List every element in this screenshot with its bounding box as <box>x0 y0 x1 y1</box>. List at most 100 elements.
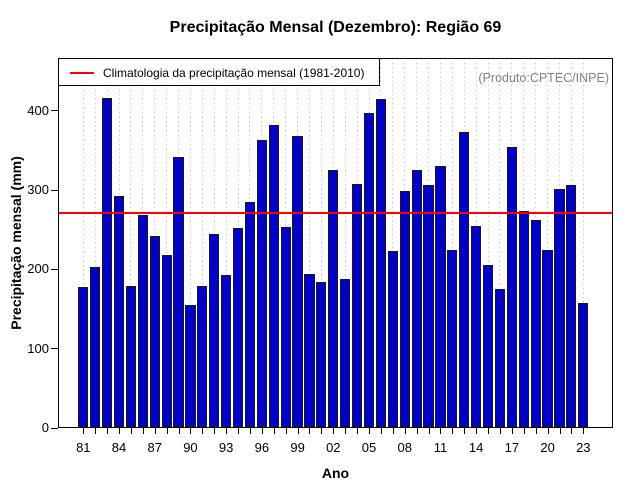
x-tick-1997 <box>273 428 275 434</box>
x-tick-2017 <box>511 428 513 434</box>
bar-2011 <box>435 165 446 428</box>
x-tick-label-1987: 87 <box>147 440 162 455</box>
legend-red-line-sample <box>70 72 94 74</box>
y-tick-label-0: 0 <box>41 420 49 435</box>
y-tick-100 <box>51 348 58 350</box>
x-tick-1988 <box>166 428 168 434</box>
x-tick-label-1990: 90 <box>183 440 198 455</box>
x-tick-1992 <box>214 428 216 434</box>
x-tick-2010 <box>428 428 430 434</box>
climatology-line <box>58 211 613 214</box>
bar-1983 <box>102 98 113 428</box>
bar-1998 <box>280 226 291 428</box>
y-tick-200 <box>51 268 58 270</box>
gridline-2023 <box>582 58 584 428</box>
x-tick-1996 <box>261 428 263 434</box>
x-tick-label-2014: 14 <box>468 440 484 455</box>
bar-1991 <box>197 285 208 428</box>
bar-2009 <box>411 169 422 428</box>
bar-2015 <box>482 264 494 428</box>
x-tick-2004 <box>357 428 359 434</box>
bar-2018 <box>518 211 529 428</box>
bar-2022 <box>566 184 577 428</box>
x-tick-2018 <box>523 428 525 434</box>
x-tick-2007 <box>392 428 394 434</box>
x-tick-2019 <box>535 428 537 434</box>
x-tick-1995 <box>249 428 251 434</box>
x-tick-1994 <box>238 428 240 434</box>
y-tick-400 <box>51 110 58 112</box>
y-tick-300 <box>51 189 58 191</box>
bar-2019 <box>530 219 541 428</box>
x-tick-1989 <box>178 428 180 434</box>
gridline-1981 <box>82 58 84 428</box>
bar-1984 <box>113 195 125 428</box>
gridline-1991 <box>201 58 203 428</box>
bar-2007 <box>387 250 398 428</box>
x-tick-1983 <box>107 428 109 434</box>
x-tick-label-2017: 17 <box>504 440 520 455</box>
x-tick-label-2008: 08 <box>397 440 412 455</box>
bar-1997 <box>268 124 279 428</box>
bar-2012 <box>447 249 458 428</box>
x-tick-1991 <box>202 428 204 434</box>
bar-1981 <box>78 287 89 428</box>
gridline-1993 <box>225 58 227 428</box>
bar-1987 <box>149 235 160 428</box>
x-tick-1982 <box>95 428 97 434</box>
y-tick-0 <box>51 427 58 429</box>
bar-2008 <box>399 191 410 428</box>
bar-2010 <box>423 184 434 428</box>
bar-2017 <box>506 146 517 428</box>
x-tick-1985 <box>130 428 132 434</box>
gridline-2015 <box>487 58 489 428</box>
x-tick-2012 <box>452 428 454 434</box>
y-tick-label-400: 400 <box>27 102 49 118</box>
x-tick-2006 <box>380 428 382 434</box>
x-tick-2020 <box>547 428 549 434</box>
bar-1990 <box>185 304 196 428</box>
x-tick-2022 <box>571 428 573 434</box>
bar-2004 <box>352 184 363 428</box>
x-tick-2011 <box>440 428 442 434</box>
bar-1996 <box>256 139 267 428</box>
x-tick-label-1996: 96 <box>254 440 270 455</box>
x-tick-label-2023: 23 <box>576 440 591 455</box>
x-tick-label-2011: 11 <box>433 440 448 455</box>
y-tick-label-100: 100 <box>27 340 49 356</box>
bar-2020 <box>542 249 553 428</box>
bar-1988 <box>161 254 172 428</box>
x-tick-2009 <box>416 428 418 434</box>
x-tick-2000 <box>309 428 311 434</box>
x-tick-label-2005: 05 <box>361 440 377 455</box>
x-tick-label-1981: 81 <box>76 440 91 455</box>
x-tick-2023 <box>583 428 585 434</box>
legend-label: Climatologia da precipitação mensal (198… <box>103 66 365 80</box>
bar-1993 <box>221 275 232 428</box>
gridline-2000 <box>308 58 310 428</box>
x-tick-1984 <box>119 428 120 434</box>
bar-2021 <box>554 188 565 428</box>
y-tick-label-200: 200 <box>27 261 49 277</box>
x-tick-2001 <box>321 428 323 434</box>
gridline-2007 <box>392 58 394 428</box>
bar-1992 <box>209 234 220 428</box>
x-tick-2008 <box>404 428 406 434</box>
bar-1982 <box>90 266 101 428</box>
bar-2023 <box>578 303 589 428</box>
x-tick-1981 <box>83 428 85 434</box>
x-tick-2016 <box>499 428 501 434</box>
chart-title: Precipitação Mensal (Dezembro): Região 6… <box>169 19 502 36</box>
y-axis-title: Precipitação mensal (mm) <box>8 156 24 330</box>
gridline-2012 <box>451 58 453 428</box>
x-tick-2014 <box>476 428 478 434</box>
bar-1999 <box>292 135 303 428</box>
x-tick-label-2002: 02 <box>326 440 341 455</box>
x-tick-2002 <box>333 428 335 434</box>
bar-1989 <box>173 157 184 428</box>
y-tick-label-300: 300 <box>27 182 49 198</box>
x-tick-label-1993: 93 <box>218 440 234 455</box>
bar-2013 <box>459 131 470 428</box>
gridline-1988 <box>166 58 168 428</box>
watermark-label: (Produto:CPTEC/INPE) <box>478 71 609 85</box>
